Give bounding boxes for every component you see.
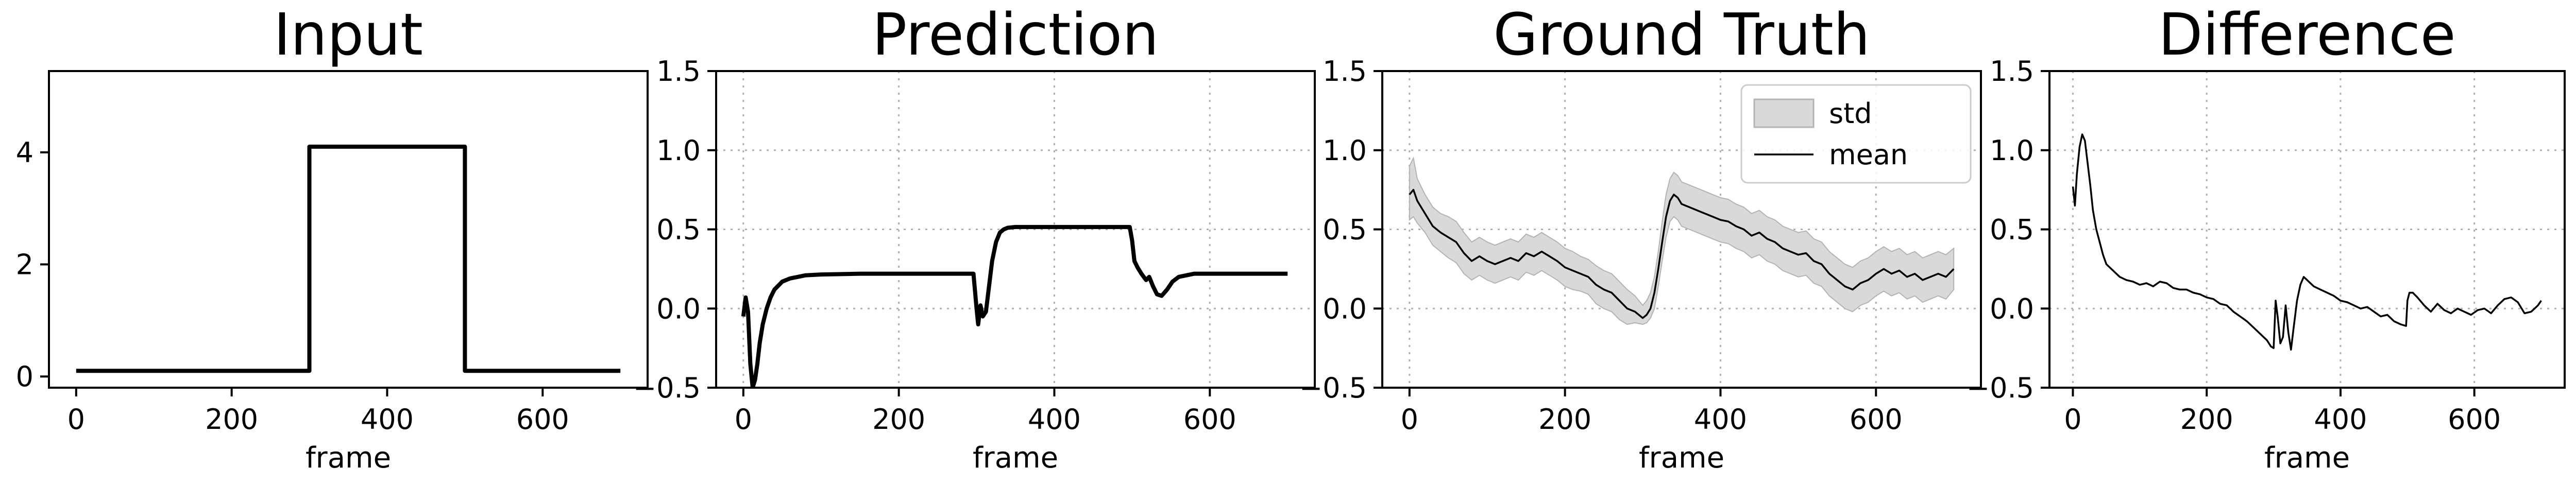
legend-mean-label: mean: [1829, 138, 1908, 171]
chart-title: Prediction: [872, 2, 1159, 68]
y-tick-label: 0.0: [656, 292, 701, 325]
x-tick-label: 200: [205, 403, 258, 436]
chart-title: Ground Truth: [1493, 2, 1870, 68]
legend-std-label: std: [1829, 97, 1872, 130]
y-tick-label: −0.5: [1967, 372, 2034, 404]
std-band: [1409, 156, 1955, 325]
y-tick-label: 0.5: [656, 214, 701, 246]
y-tick-label: 0.0: [1323, 292, 1367, 325]
chart-panel-1: Input 0 200 400 600 0 2 4 frame: [16, 2, 649, 475]
x-tick-label: 0: [67, 403, 85, 436]
y-tick-label: 1.5: [656, 55, 701, 88]
x-tick-label: 600: [1850, 403, 1903, 436]
x-tick-label: 600: [1183, 403, 1236, 436]
chart-panel-4: Difference 0 200 400 600 −0.5 0.0 0.5 1.0 1.5 fram…: [1967, 2, 2566, 475]
x-tick-label: 400: [1694, 403, 1747, 436]
x-tick-label: 0: [2064, 403, 2081, 436]
chart-title: Input: [274, 2, 423, 68]
x-tick-label: 600: [2448, 403, 2501, 436]
y-tick-label: 0.5: [1323, 214, 1367, 246]
y-tick-label: 0.5: [1990, 214, 2034, 246]
y-tick-label: −0.5: [1299, 372, 1367, 404]
x-tick-label: 600: [516, 403, 569, 436]
x-axis-label: frame: [973, 441, 1058, 475]
x-axis-label: frame: [306, 441, 391, 475]
y-tick-label: 2: [16, 249, 33, 281]
series-line-1: [741, 224, 1288, 388]
chart-panel-3: Ground Truth 0 200 400 600 −0.5 0.0 0.5 1.0 1.5 fr…: [1299, 2, 1982, 475]
chart-panel-2: Prediction 0 200 400 600 −0.5 0.0 0.5 1.0 1.5 fram…: [633, 2, 1316, 475]
legend: std mean: [1740, 84, 1972, 184]
y-tick-label: 1.5: [1990, 55, 2034, 88]
legend-std-swatch: [1753, 98, 1815, 128]
y-tick-label: 1.0: [656, 134, 701, 167]
y-tick-label: −0.5: [633, 372, 701, 404]
x-axis-label: frame: [2264, 441, 2350, 475]
y-tick-label: 1.0: [1990, 134, 2034, 167]
x-tick-label: 400: [1028, 403, 1081, 436]
x-tick-label: 0: [1401, 403, 1418, 436]
series-line-1: [76, 144, 621, 373]
x-axis-label: frame: [1639, 441, 1724, 475]
x-tick-label: 200: [872, 403, 925, 436]
y-tick-label: 1.5: [1323, 55, 1367, 88]
chart-title: Difference: [2158, 2, 2455, 68]
y-tick-label: 0: [16, 360, 33, 393]
axes-frame: [715, 70, 1316, 389]
axes-frame: [2048, 70, 2566, 389]
x-tick-label: 0: [735, 403, 752, 436]
x-tick-label: 400: [2314, 403, 2367, 436]
x-tick-label: 400: [361, 403, 414, 436]
y-tick-label: 0.0: [1990, 292, 2034, 325]
series-line-1: [2072, 133, 2542, 351]
y-tick-label: 4: [16, 136, 33, 169]
x-tick-label: 200: [1538, 403, 1591, 436]
y-tick-label: 1.0: [1323, 134, 1367, 167]
axes-frame: [48, 70, 649, 389]
x-tick-label: 200: [2180, 403, 2233, 436]
series-line-mean: [1409, 188, 1955, 319]
